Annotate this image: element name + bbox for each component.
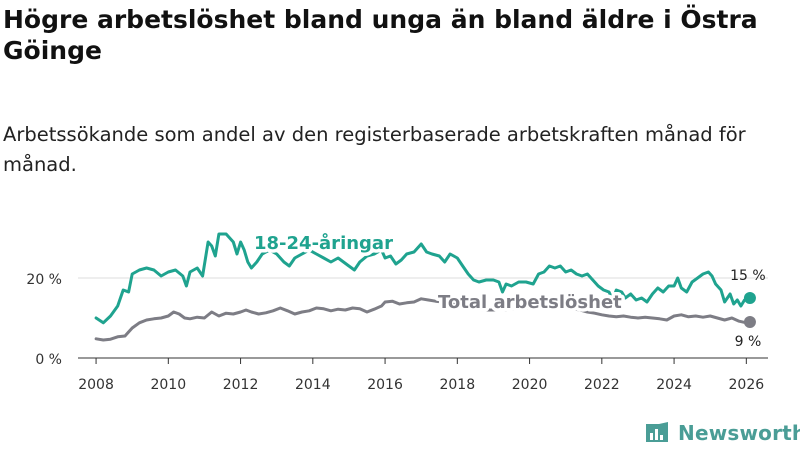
youth-series-line <box>94 232 752 325</box>
y-tick-label: 0 % <box>35 352 62 368</box>
x-tick-label: 2010 <box>150 377 186 393</box>
youth-end-label: 15 % <box>730 268 766 284</box>
y-axis: 0 % 20 % <box>26 272 62 368</box>
x-tick-label: 2026 <box>729 377 765 393</box>
x-tick-label: 2014 <box>295 377 331 393</box>
newsworthy-logo-icon <box>646 422 668 442</box>
x-tick-label: 2022 <box>584 377 620 393</box>
x-tick-label: 2016 <box>367 377 403 393</box>
x-tick-label: 2008 <box>78 377 114 393</box>
total-end-label: 9 % <box>735 334 762 350</box>
series-lines <box>94 232 756 342</box>
total-series-line <box>94 297 752 342</box>
x-tick-label: 2018 <box>439 377 475 393</box>
brand-name: Newsworthy <box>678 421 800 445</box>
x-axis: 2008 2010 2012 2014 2016 2018 2020 2022 2024 2026 <box>78 357 768 393</box>
series-labels: 15 % 9 % 18-24-åringar Total arbetslöshet <box>251 229 766 351</box>
x-tick-label: 2024 <box>656 377 692 393</box>
youth-series-label: 18-24-åringar <box>254 232 393 254</box>
youth-series-end-dot <box>743 292 756 304</box>
y-tick-label: 20 % <box>26 272 62 288</box>
newsworthy-brand[interactable]: Newsworthy <box>644 418 800 448</box>
total-series-label: Total arbetslöshet <box>438 292 622 313</box>
x-tick-label: 2020 <box>512 377 548 393</box>
chart-title: Högre arbetslöshet bland unga än bland ä… <box>3 5 758 65</box>
total-series-end-dot <box>743 316 756 328</box>
x-tick-label: 2012 <box>223 377 259 393</box>
chart-subtitle: Arbetssökande som andel av den registerb… <box>3 123 746 176</box>
